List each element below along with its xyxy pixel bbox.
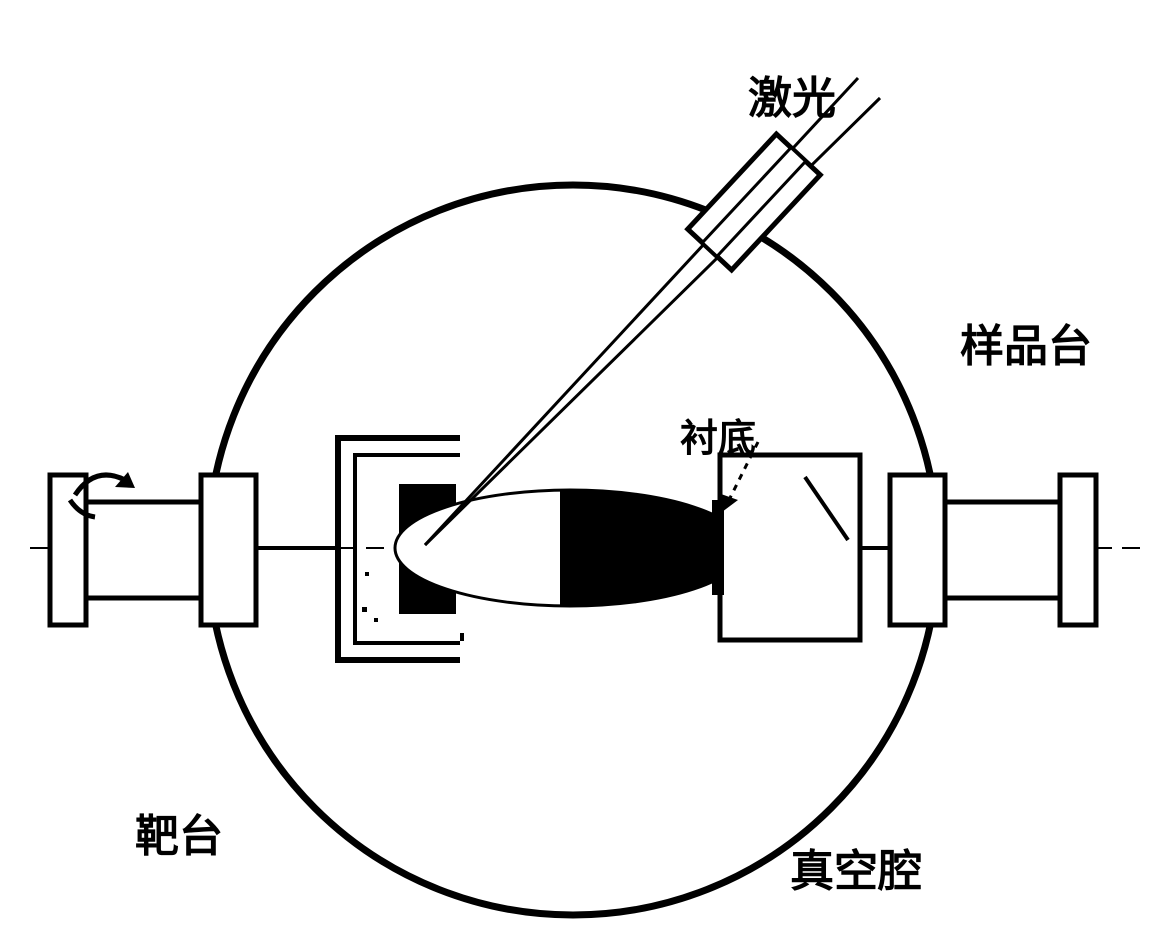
sample-stage-label: 样品台	[960, 310, 1092, 374]
laser-label: 激光	[748, 62, 836, 126]
target-stage-label: 靶台	[135, 800, 223, 864]
sample-holder	[712, 455, 860, 640]
pld-diagram: 激光 样品台 衬底 靶台 真空腔	[0, 0, 1169, 946]
left-port	[50, 475, 340, 625]
substrate-label: 衬底	[680, 407, 756, 462]
laser-window	[688, 134, 821, 270]
plasma-plume	[395, 490, 745, 606]
vacuum-chamber-label: 真空腔	[790, 835, 922, 899]
